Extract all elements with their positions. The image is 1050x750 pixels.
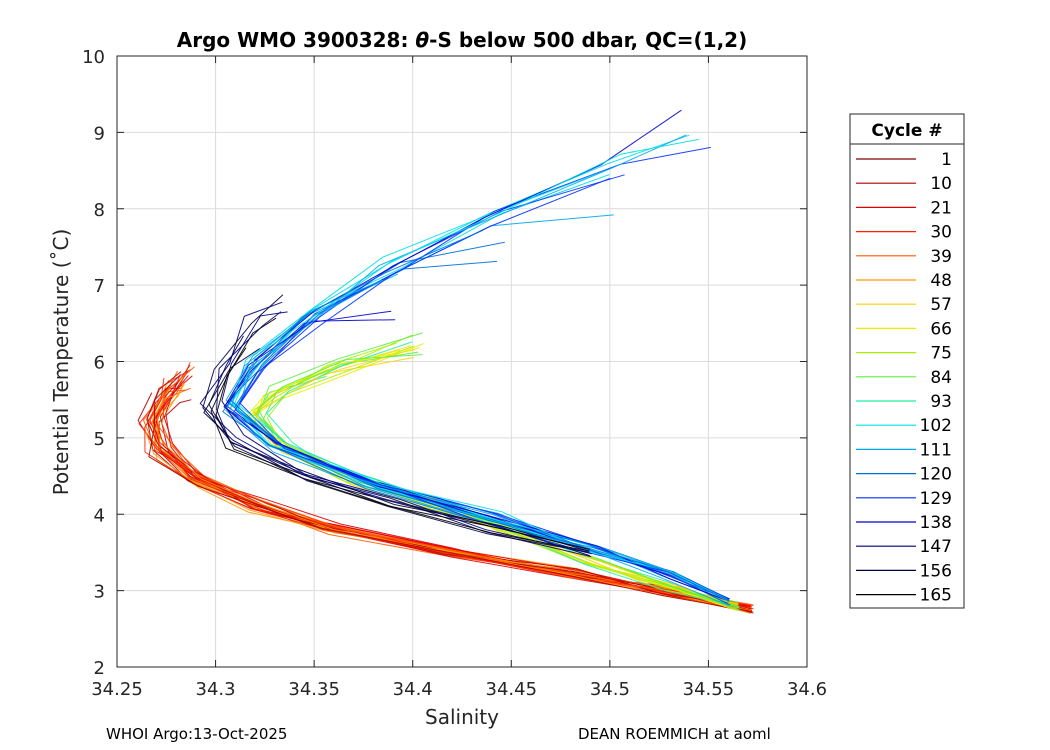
title-prefix: Argo WMO 3900328: (177, 28, 416, 52)
legend-entry-label: 84 (930, 368, 952, 388)
profile-line-group-4 (208, 335, 590, 552)
legend-box (849, 113, 965, 609)
legend-entry-label: 66 (930, 319, 952, 339)
title-suffix: -S below 500 dbar, QC=(1,2) (429, 28, 747, 52)
profile-line-group-4 (216, 311, 593, 555)
grid-lines (117, 56, 807, 667)
y-tick-label: 4 (94, 505, 105, 526)
legend-entry-label: 156 (920, 561, 952, 581)
legend: Cycle # 1 10 21 30 39 48 57 66 75 84 93 102 111 120 12… (849, 113, 965, 609)
profile-line-group-3 (230, 279, 729, 606)
x-tick-label: 34.5 (590, 679, 630, 700)
legend-entry-label: 165 (920, 586, 952, 606)
footer-credit-left: WHOI Argo:13-Oct-2025 (106, 725, 288, 743)
y-tick-label: 5 (94, 429, 105, 450)
legend-entry-label: 30 (930, 223, 952, 243)
profile-line-group-4 (221, 311, 592, 558)
axis-ticks: 34.25 34.3 34.35 34.4 34.45 34.5 34.55 34.6 2 3 4 5… (82, 47, 827, 700)
profile-line-group-1 (161, 389, 751, 613)
legend-entry-label: 75 (930, 344, 952, 364)
y-tick-label: 6 (94, 353, 105, 374)
x-tick-label: 34.55 (683, 679, 735, 700)
x-tick-label: 34.4 (393, 679, 433, 700)
legend-entry-label: 48 (930, 271, 952, 291)
x-tick-label: 34.35 (288, 679, 340, 700)
x-tick-label: 34.45 (486, 679, 538, 700)
profile-line-group-3 (239, 146, 729, 600)
x-tick-label: 34.3 (196, 679, 236, 700)
legend-entry-label: 129 (920, 489, 952, 509)
y-tick-label: 9 (94, 123, 105, 144)
legend-entry-label: 21 (930, 198, 952, 218)
y-tick-label: 2 (94, 658, 105, 679)
title-theta-symbol: θ (415, 28, 429, 52)
x-axis-label: Salinity (425, 705, 499, 729)
profile-line-group-1 (148, 375, 753, 612)
profile-line-group-1 (155, 384, 751, 614)
legend-entry-label: 10 (930, 174, 952, 194)
legend-entry-label: 39 (930, 247, 952, 267)
chart-title: Argo WMO 3900328: θ-S below 500 dbar, QC… (177, 28, 747, 52)
legend-entry-label: 138 (920, 513, 952, 533)
profile-line-group-2 (251, 342, 739, 606)
x-tick-label: 34.25 (91, 679, 143, 700)
legend-entry-label: 111 (920, 440, 952, 460)
profile-line-group-1 (151, 395, 752, 612)
profile-line-group-4 (203, 348, 590, 553)
legend-entry-label: 57 (930, 295, 952, 315)
legend-title: Cycle # (871, 121, 942, 141)
profile-line-group-4 (202, 294, 591, 550)
y-axis-label: Potential Temperature (˚C) (49, 229, 73, 496)
y-tick-label: 10 (82, 47, 105, 68)
y-tick-label: 8 (94, 200, 105, 221)
profile-line-group-3 (222, 229, 728, 601)
y-tick-label: 7 (94, 276, 105, 297)
legend-entries: 1 10 21 30 39 48 57 66 75 84 93 102 111 120 129 138 147 1… (856, 150, 952, 606)
legend-entry-label: 1 (941, 150, 952, 170)
footer-credit-right: DEAN ROEMMICH at aoml (578, 725, 771, 743)
legend-entry-label: 120 (920, 465, 952, 485)
x-tick-label: 34.6 (787, 679, 827, 700)
profile-lines (137, 109, 754, 614)
legend-entry-label: 147 (920, 537, 952, 557)
legend-entry-label: 93 (930, 392, 952, 412)
y-tick-label: 3 (94, 582, 105, 603)
legend-entry-label: 102 (920, 416, 952, 436)
